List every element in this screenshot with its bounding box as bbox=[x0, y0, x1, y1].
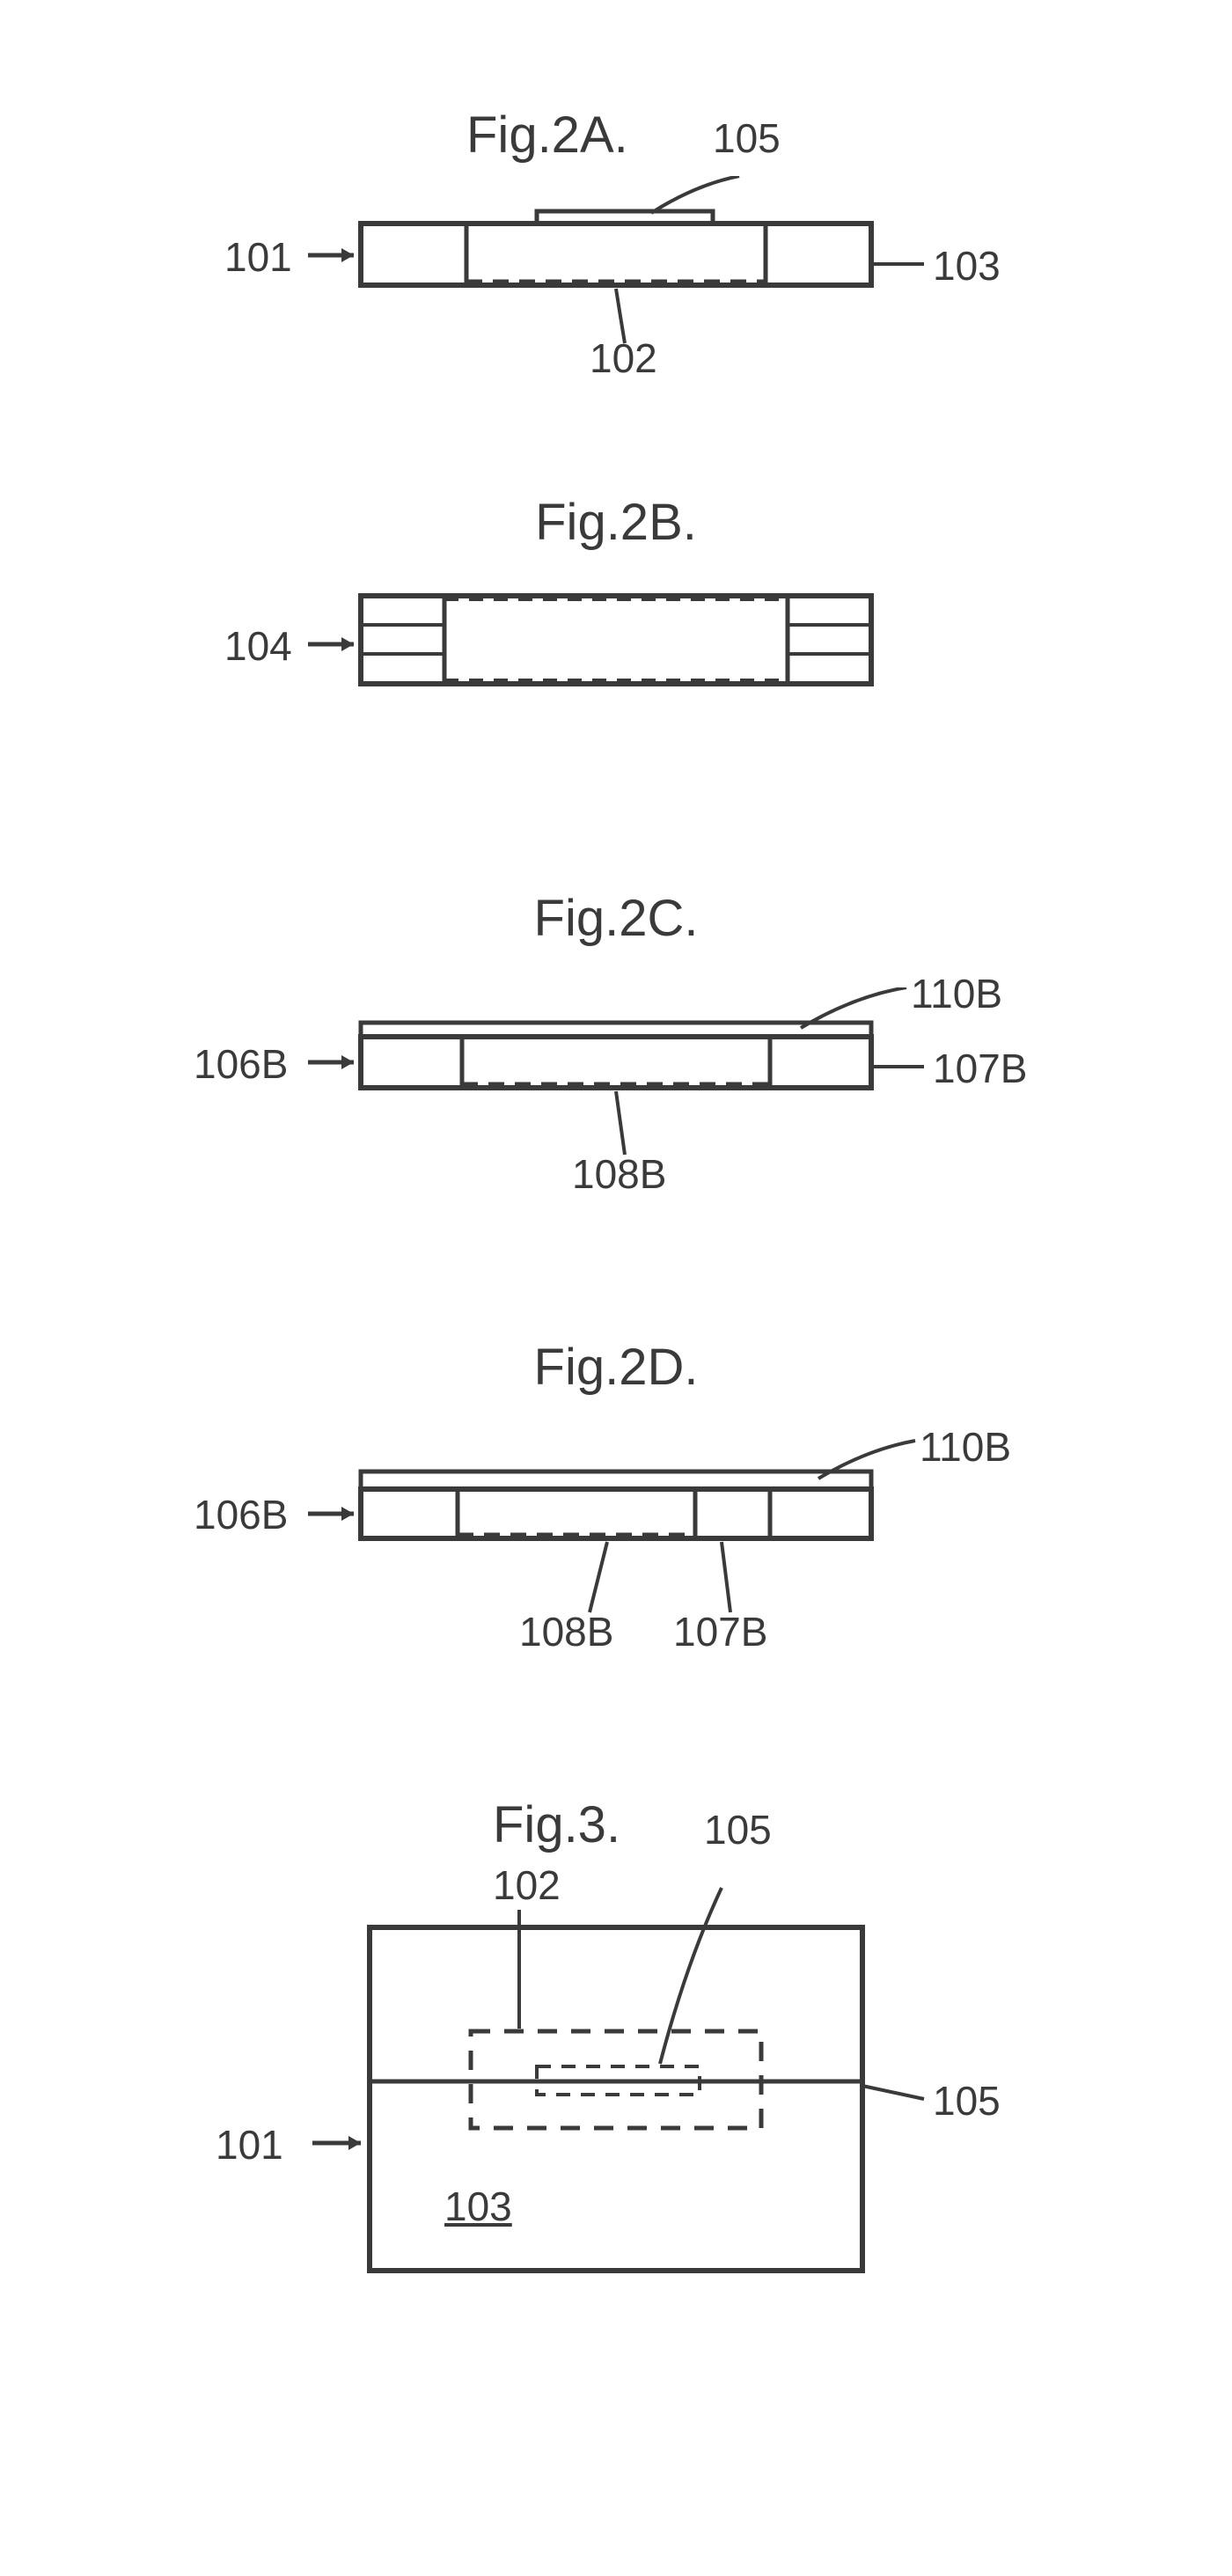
fig2d-label-106b: 106B bbox=[194, 1491, 288, 1538]
fig3-title: Fig.3. bbox=[493, 1795, 620, 1854]
fig2a-label-102: 102 bbox=[590, 334, 657, 382]
fig2a-label-101: 101 bbox=[224, 233, 292, 281]
fig3-label-103: 103 bbox=[444, 2183, 512, 2230]
fig3-label-101: 101 bbox=[216, 2121, 283, 2169]
fig2d-title: Fig.2D. bbox=[194, 1338, 1038, 1397]
fig2b-label-104: 104 bbox=[224, 622, 292, 670]
fig2a-label-103: 103 bbox=[933, 242, 1001, 290]
patent-figure-page: Fig.2A. 105 bbox=[0, 0, 1232, 2576]
fig2d-label-107b: 107B bbox=[673, 1608, 767, 1655]
fig2c-label-110b: 110B bbox=[911, 970, 1002, 1017]
fig2b-title: Fig.2B. bbox=[220, 493, 1012, 552]
fig2d-label-110b: 110B bbox=[920, 1423, 1011, 1471]
fig2d-label-108b: 108B bbox=[519, 1608, 613, 1655]
figure-3: Fig.3. 105 102 bbox=[185, 1795, 1047, 2359]
figure-2a: Fig.2A. 105 bbox=[220, 106, 1012, 370]
figure-2d: Fig.2D. bbox=[194, 1338, 1038, 1665]
fig2c-label-107b: 107B bbox=[933, 1045, 1027, 1092]
figure-2b: Fig.2B. bbox=[220, 493, 1012, 737]
fig2c-title: Fig.2C. bbox=[194, 889, 1038, 948]
fig2c-label-106b: 106B bbox=[194, 1040, 288, 1088]
fig2b-svg bbox=[220, 578, 1012, 737]
fig2a-label-105-top: 105 bbox=[713, 114, 781, 162]
fig2c-label-108b: 108B bbox=[572, 1150, 666, 1198]
fig2a-title: Fig.2A. bbox=[466, 106, 628, 165]
figure-2c: Fig.2C. bbox=[194, 889, 1038, 1207]
fig3-label-105-top: 105 bbox=[704, 1806, 772, 1853]
fig3-svg bbox=[185, 1866, 1047, 2359]
fig3-label-105-right: 105 bbox=[933, 2077, 1001, 2125]
fig2d-svg bbox=[194, 1436, 1038, 1665]
